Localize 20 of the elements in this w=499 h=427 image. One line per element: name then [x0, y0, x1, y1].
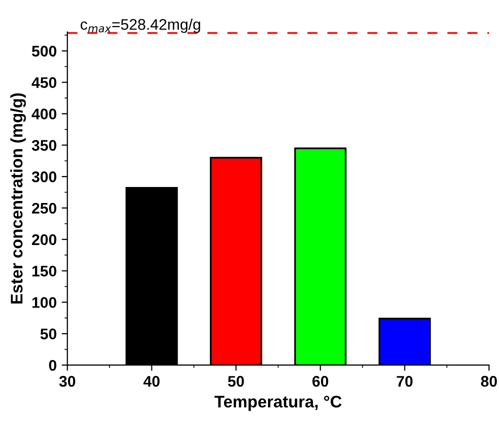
x-tick-label: 80: [481, 376, 497, 387]
y-tick-label: 400: [32, 108, 56, 120]
y-tick-label: 450: [32, 77, 56, 88]
y-axis-title: Ester concentration (mg/g): [10, 93, 26, 304]
ref-line-label: c$_{max}$=528.42mg/g: [80, 18, 200, 33]
x-tick-label: 30: [59, 376, 76, 387]
y-tick-label: 100: [32, 297, 56, 308]
y-tick-label: 200: [32, 234, 56, 246]
y-tick-label: 350: [32, 140, 56, 151]
x-tick-label: 70: [396, 376, 413, 387]
y-tick-label: 150: [32, 266, 56, 277]
y-tick-label: 300: [32, 171, 56, 182]
y-tick-label: 500: [32, 46, 56, 57]
y-tick-label: 250: [32, 202, 56, 214]
x-tick-label: 60: [312, 376, 328, 387]
x-axis-title: Temperatura, °C: [214, 396, 342, 411]
x-tick-label: 50: [228, 376, 244, 387]
x-tick-label: 40: [143, 376, 160, 387]
y-tick-label: 50: [40, 328, 56, 340]
y-tick-label: 0: [49, 360, 56, 371]
